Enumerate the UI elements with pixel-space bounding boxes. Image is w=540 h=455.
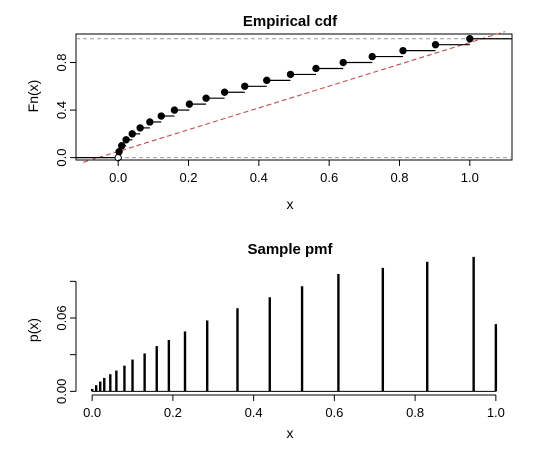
ecdf-point (368, 52, 376, 61)
pmf-x-tick-label: 1.0 (487, 405, 505, 420)
ecdf-point (466, 35, 474, 43)
pmf-xlabel: x (287, 425, 294, 441)
ecdf-point (170, 106, 179, 114)
ecdf-point (185, 100, 194, 108)
ecdf-y-tick-label: 0.8 (54, 53, 69, 71)
ecdf-y-tick-label: 0.0 (54, 149, 69, 167)
pmf-panel: Sample pmf x p(x) 0.0 0.2 0.4 0.6 0.8 1.0 0.00… (25, 241, 505, 441)
ecdf-x-tick-label: 1.0 (461, 170, 479, 185)
ecdf-x-tick-label: 0.6 (320, 170, 338, 185)
pmf-x-tick-label: 0.0 (83, 405, 101, 420)
pmf-y-tick-label: 0.00 (54, 379, 69, 404)
pmf-x-tick-label: 0.6 (325, 405, 343, 420)
ecdf-point (263, 76, 271, 85)
ecdf-point (241, 82, 249, 91)
ecdf-point (431, 40, 440, 49)
ecdf-point (146, 118, 154, 126)
ecdf-point (115, 147, 123, 156)
pmf-x-tick-label: 0.8 (406, 405, 424, 420)
pmf-ylabel: p(x) (25, 318, 41, 342)
ecdf-point (220, 88, 229, 96)
pmf-x-tick-label: 0.4 (245, 405, 263, 420)
ecdf-ylabel: Fn(x) (25, 80, 41, 113)
ecdf-y-tick-label: 0.4 (54, 101, 69, 119)
ecdf-x-tick-label: 0.8 (390, 170, 408, 185)
ecdf-x-tick-label: 0.4 (250, 170, 268, 185)
ecdf-point (202, 94, 210, 102)
pmf-title: Sample pmf (247, 241, 333, 258)
ecdf-point (312, 64, 320, 73)
ecdf-point (399, 46, 407, 55)
pmf-x-tick-label: 0.2 (164, 405, 182, 420)
ecdf-point (118, 142, 126, 150)
ecdf-diagonal-reference (82, 31, 506, 163)
ecdf-point (136, 124, 144, 132)
ecdf-panel: Empirical cdf x Fn(x) 0.0 0.2 0.4 0.6 0.8 1.0… (25, 13, 513, 212)
ecdf-point (128, 130, 136, 138)
pmf-y-tick-label: 0.06 (54, 305, 69, 330)
ecdf-point (339, 58, 347, 67)
ecdf-point (157, 112, 165, 120)
ecdf-x-tick-label: 0.2 (179, 170, 197, 185)
ecdf-point (286, 70, 295, 79)
ecdf-title: Empirical cdf (243, 13, 338, 30)
ecdf-x-tick-label: 0.0 (109, 170, 127, 185)
ecdf-point (122, 136, 130, 144)
ecdf-xlabel: x (287, 196, 294, 212)
